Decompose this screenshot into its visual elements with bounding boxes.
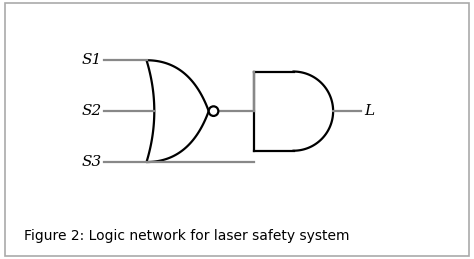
- Circle shape: [209, 106, 219, 116]
- Text: L: L: [364, 104, 374, 118]
- Text: S1: S1: [82, 53, 102, 67]
- Text: Figure 2: Logic network for laser safety system: Figure 2: Logic network for laser safety…: [24, 229, 349, 243]
- Text: S2: S2: [82, 104, 102, 118]
- Text: S3: S3: [82, 155, 102, 169]
